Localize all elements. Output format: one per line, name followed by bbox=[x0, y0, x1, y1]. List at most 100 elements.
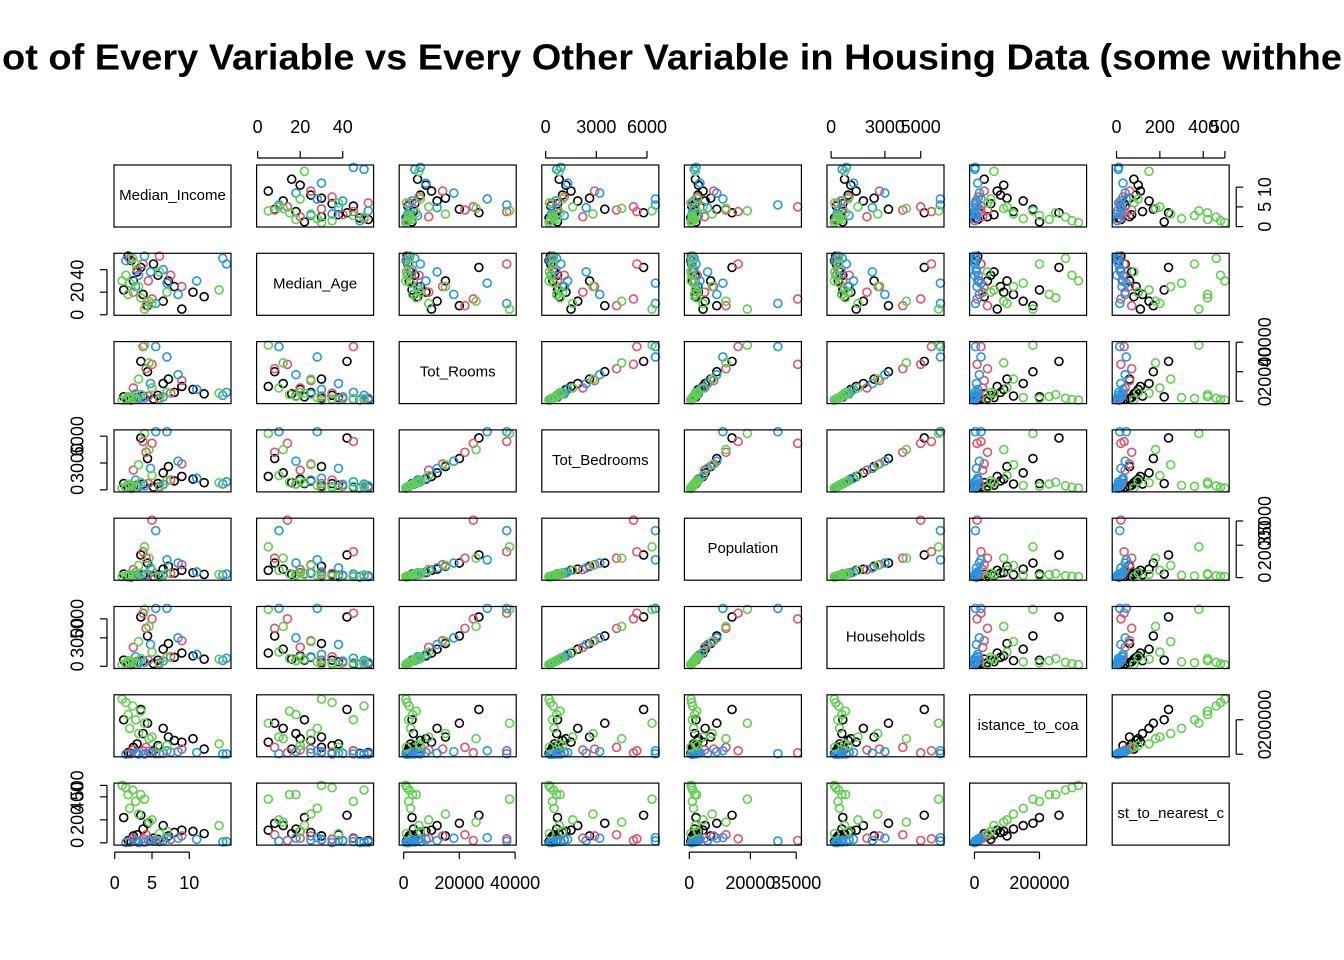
point bbox=[1163, 550, 1174, 560]
point bbox=[440, 281, 451, 292]
tick-label: 0 bbox=[541, 117, 551, 137]
point bbox=[858, 196, 869, 206]
point bbox=[1002, 374, 1012, 384]
point bbox=[333, 639, 344, 650]
point bbox=[869, 374, 879, 384]
tick-label: 0 bbox=[68, 661, 88, 671]
point bbox=[926, 745, 937, 756]
point bbox=[853, 565, 863, 576]
point bbox=[632, 833, 642, 844]
point bbox=[830, 837, 841, 848]
point bbox=[1116, 196, 1126, 206]
point bbox=[437, 281, 448, 292]
point bbox=[721, 829, 731, 840]
point bbox=[1215, 659, 1226, 669]
point bbox=[589, 744, 600, 754]
point bbox=[594, 289, 605, 300]
point bbox=[545, 837, 555, 848]
point bbox=[274, 603, 284, 614]
point bbox=[998, 553, 1009, 563]
point bbox=[1155, 470, 1165, 481]
point bbox=[359, 837, 369, 847]
point bbox=[150, 525, 161, 536]
point bbox=[552, 714, 563, 725]
tick-label: 200000 bbox=[1255, 690, 1275, 750]
point bbox=[154, 572, 165, 582]
panel-frame bbox=[256, 782, 375, 846]
point bbox=[1148, 718, 1159, 729]
point bbox=[711, 300, 722, 311]
point bbox=[974, 188, 985, 198]
panel-frame bbox=[256, 429, 375, 493]
point bbox=[1163, 356, 1174, 367]
point bbox=[504, 206, 515, 216]
point bbox=[423, 732, 434, 742]
point bbox=[333, 656, 344, 667]
point bbox=[1117, 389, 1127, 399]
point bbox=[611, 363, 622, 374]
point bbox=[926, 436, 937, 447]
point bbox=[440, 728, 451, 739]
point bbox=[316, 649, 327, 660]
point bbox=[162, 832, 172, 843]
point bbox=[1008, 655, 1019, 666]
point bbox=[299, 388, 310, 398]
point bbox=[839, 739, 850, 749]
point bbox=[554, 739, 564, 749]
point bbox=[199, 477, 209, 488]
point bbox=[979, 459, 990, 469]
point bbox=[869, 193, 879, 203]
point bbox=[1129, 477, 1139, 488]
point bbox=[915, 359, 926, 370]
point bbox=[773, 426, 783, 437]
point bbox=[1126, 447, 1137, 458]
point bbox=[333, 378, 344, 389]
point bbox=[974, 289, 985, 300]
tick-label: 0 bbox=[1112, 117, 1122, 137]
point bbox=[690, 285, 701, 295]
point bbox=[572, 820, 583, 831]
point bbox=[1150, 621, 1161, 632]
point bbox=[880, 746, 890, 757]
point bbox=[874, 831, 885, 841]
point bbox=[1129, 174, 1139, 185]
panel-frame bbox=[826, 694, 945, 758]
point bbox=[1129, 267, 1139, 277]
point bbox=[686, 742, 696, 753]
panel-frame bbox=[541, 429, 660, 493]
panel-frame bbox=[968, 429, 1088, 493]
tick-label: 10 bbox=[179, 873, 199, 893]
point bbox=[833, 259, 843, 269]
point bbox=[136, 293, 146, 303]
point bbox=[440, 276, 451, 286]
point bbox=[284, 789, 295, 800]
point bbox=[1054, 550, 1064, 560]
panel bbox=[541, 162, 661, 228]
point bbox=[269, 363, 280, 374]
tick-label: 0 bbox=[68, 485, 88, 495]
point bbox=[1155, 202, 1165, 212]
point bbox=[139, 749, 150, 759]
point bbox=[165, 652, 176, 662]
point bbox=[162, 555, 172, 565]
point bbox=[1126, 480, 1137, 490]
point bbox=[504, 542, 515, 552]
point bbox=[421, 276, 431, 286]
point bbox=[883, 558, 894, 568]
point bbox=[901, 553, 912, 563]
point bbox=[291, 633, 301, 643]
point bbox=[992, 304, 1003, 314]
point bbox=[263, 206, 274, 216]
point bbox=[998, 444, 1009, 455]
point bbox=[901, 817, 912, 827]
point bbox=[599, 818, 610, 829]
point bbox=[1202, 289, 1213, 300]
tick-label: 500 bbox=[68, 770, 88, 800]
point bbox=[837, 270, 848, 281]
point bbox=[460, 300, 470, 311]
point bbox=[707, 374, 717, 384]
point bbox=[862, 465, 872, 475]
tick-label: 0 bbox=[1255, 396, 1275, 406]
point bbox=[880, 188, 890, 198]
point bbox=[142, 558, 153, 568]
